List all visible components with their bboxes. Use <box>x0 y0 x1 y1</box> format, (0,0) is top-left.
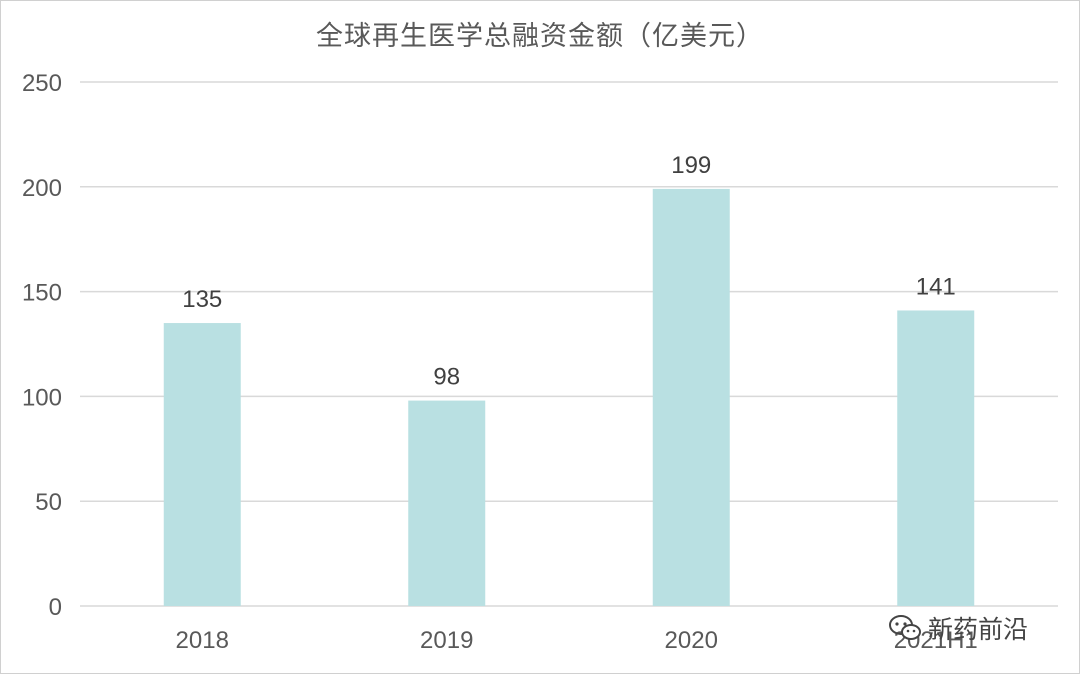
gridlines <box>80 81 1058 607</box>
x-tick-label: 2020 <box>665 627 718 654</box>
watermark-text: 新药前沿 <box>928 615 1029 644</box>
y-tick-label: 0 <box>49 594 62 621</box>
x-tick-label: 2019 <box>420 627 473 654</box>
data-label: 135 <box>182 286 222 313</box>
data-label: 98 <box>433 364 460 391</box>
chart-title: 全球再生医学总融资金额（亿美元） <box>316 21 764 52</box>
bar <box>163 323 241 606</box>
x-axis-ticks: 2018 2019 2020 2021H1 <box>176 627 978 654</box>
data-label: 141 <box>916 273 956 300</box>
x-tick-label: 2018 <box>176 627 229 654</box>
y-tick-label: 200 <box>22 175 62 202</box>
data-labels: 135 98 199 141 <box>182 152 956 391</box>
bar <box>408 400 486 606</box>
y-tick-label: 50 <box>35 489 62 516</box>
data-label: 199 <box>671 152 711 179</box>
y-axis-ticks: 0 50 100 150 200 250 <box>22 70 62 621</box>
y-tick-label: 250 <box>22 70 62 97</box>
wechat-icon <box>889 615 921 640</box>
bar <box>652 188 730 606</box>
bar <box>897 310 975 606</box>
y-tick-label: 150 <box>22 280 62 307</box>
watermark: 新药前沿 <box>888 608 1028 648</box>
bars <box>163 188 975 606</box>
y-tick-label: 100 <box>22 384 62 411</box>
